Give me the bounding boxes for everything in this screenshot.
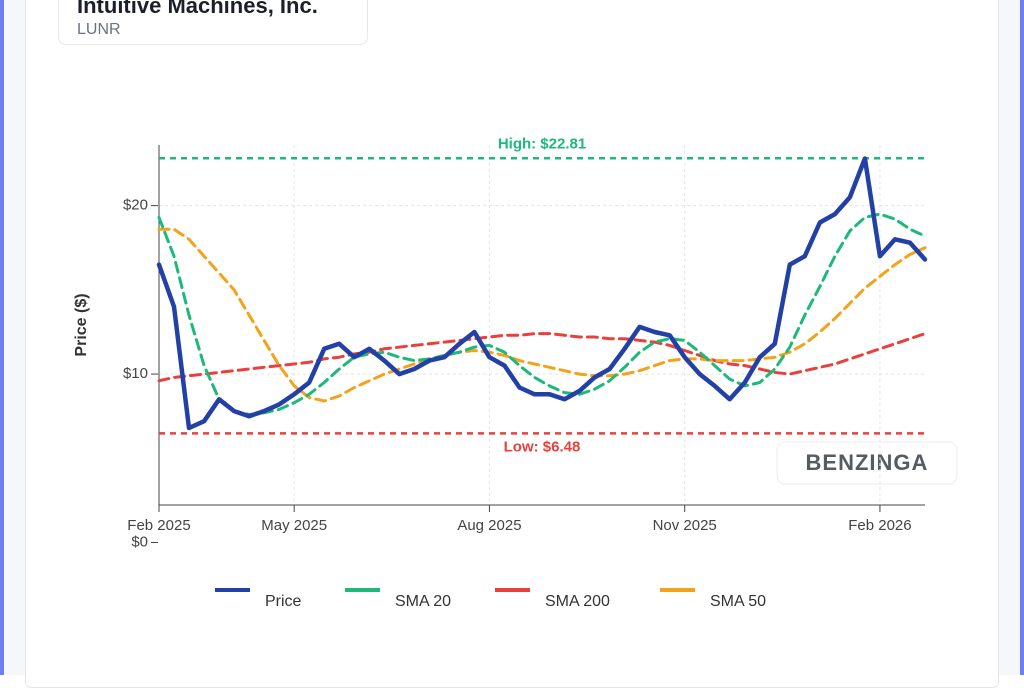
watermark-box	[776, 441, 958, 485]
y-tick-label: $20	[123, 197, 148, 214]
y-tick-label: $10	[123, 365, 148, 382]
x-tick-label: Aug 2025	[457, 517, 521, 534]
watermark: BENZINGA	[806, 450, 929, 475]
y-tick-label: $0	[131, 533, 148, 550]
chart-card	[25, 0, 999, 688]
series-line	[157, 212, 927, 416]
reference-label: Low: $6.48	[504, 438, 581, 455]
reference-label: High: $22.81	[498, 135, 586, 152]
x-tick-label: Feb 2026	[848, 517, 911, 534]
x-tick-label: Feb 2025	[127, 517, 190, 534]
series-line	[156, 156, 928, 431]
x-tick-label: May 2025	[261, 517, 327, 534]
ticker: LUNR	[77, 21, 121, 38]
legend-label: Price	[265, 593, 302, 610]
legend-label: SMA 20	[395, 593, 451, 610]
series-line	[157, 332, 927, 383]
legend-label: SMA 50	[710, 593, 766, 610]
legend-label: SMA 200	[545, 593, 610, 610]
y-axis-title: Price ($)	[73, 293, 90, 356]
x-tick-label: Nov 2025	[653, 517, 717, 534]
company-name: Intuitive Machines, Inc.	[77, 0, 318, 18]
header-card: Intuitive Machines, Inc. LUNR	[58, 0, 368, 45]
series-line	[157, 227, 927, 403]
